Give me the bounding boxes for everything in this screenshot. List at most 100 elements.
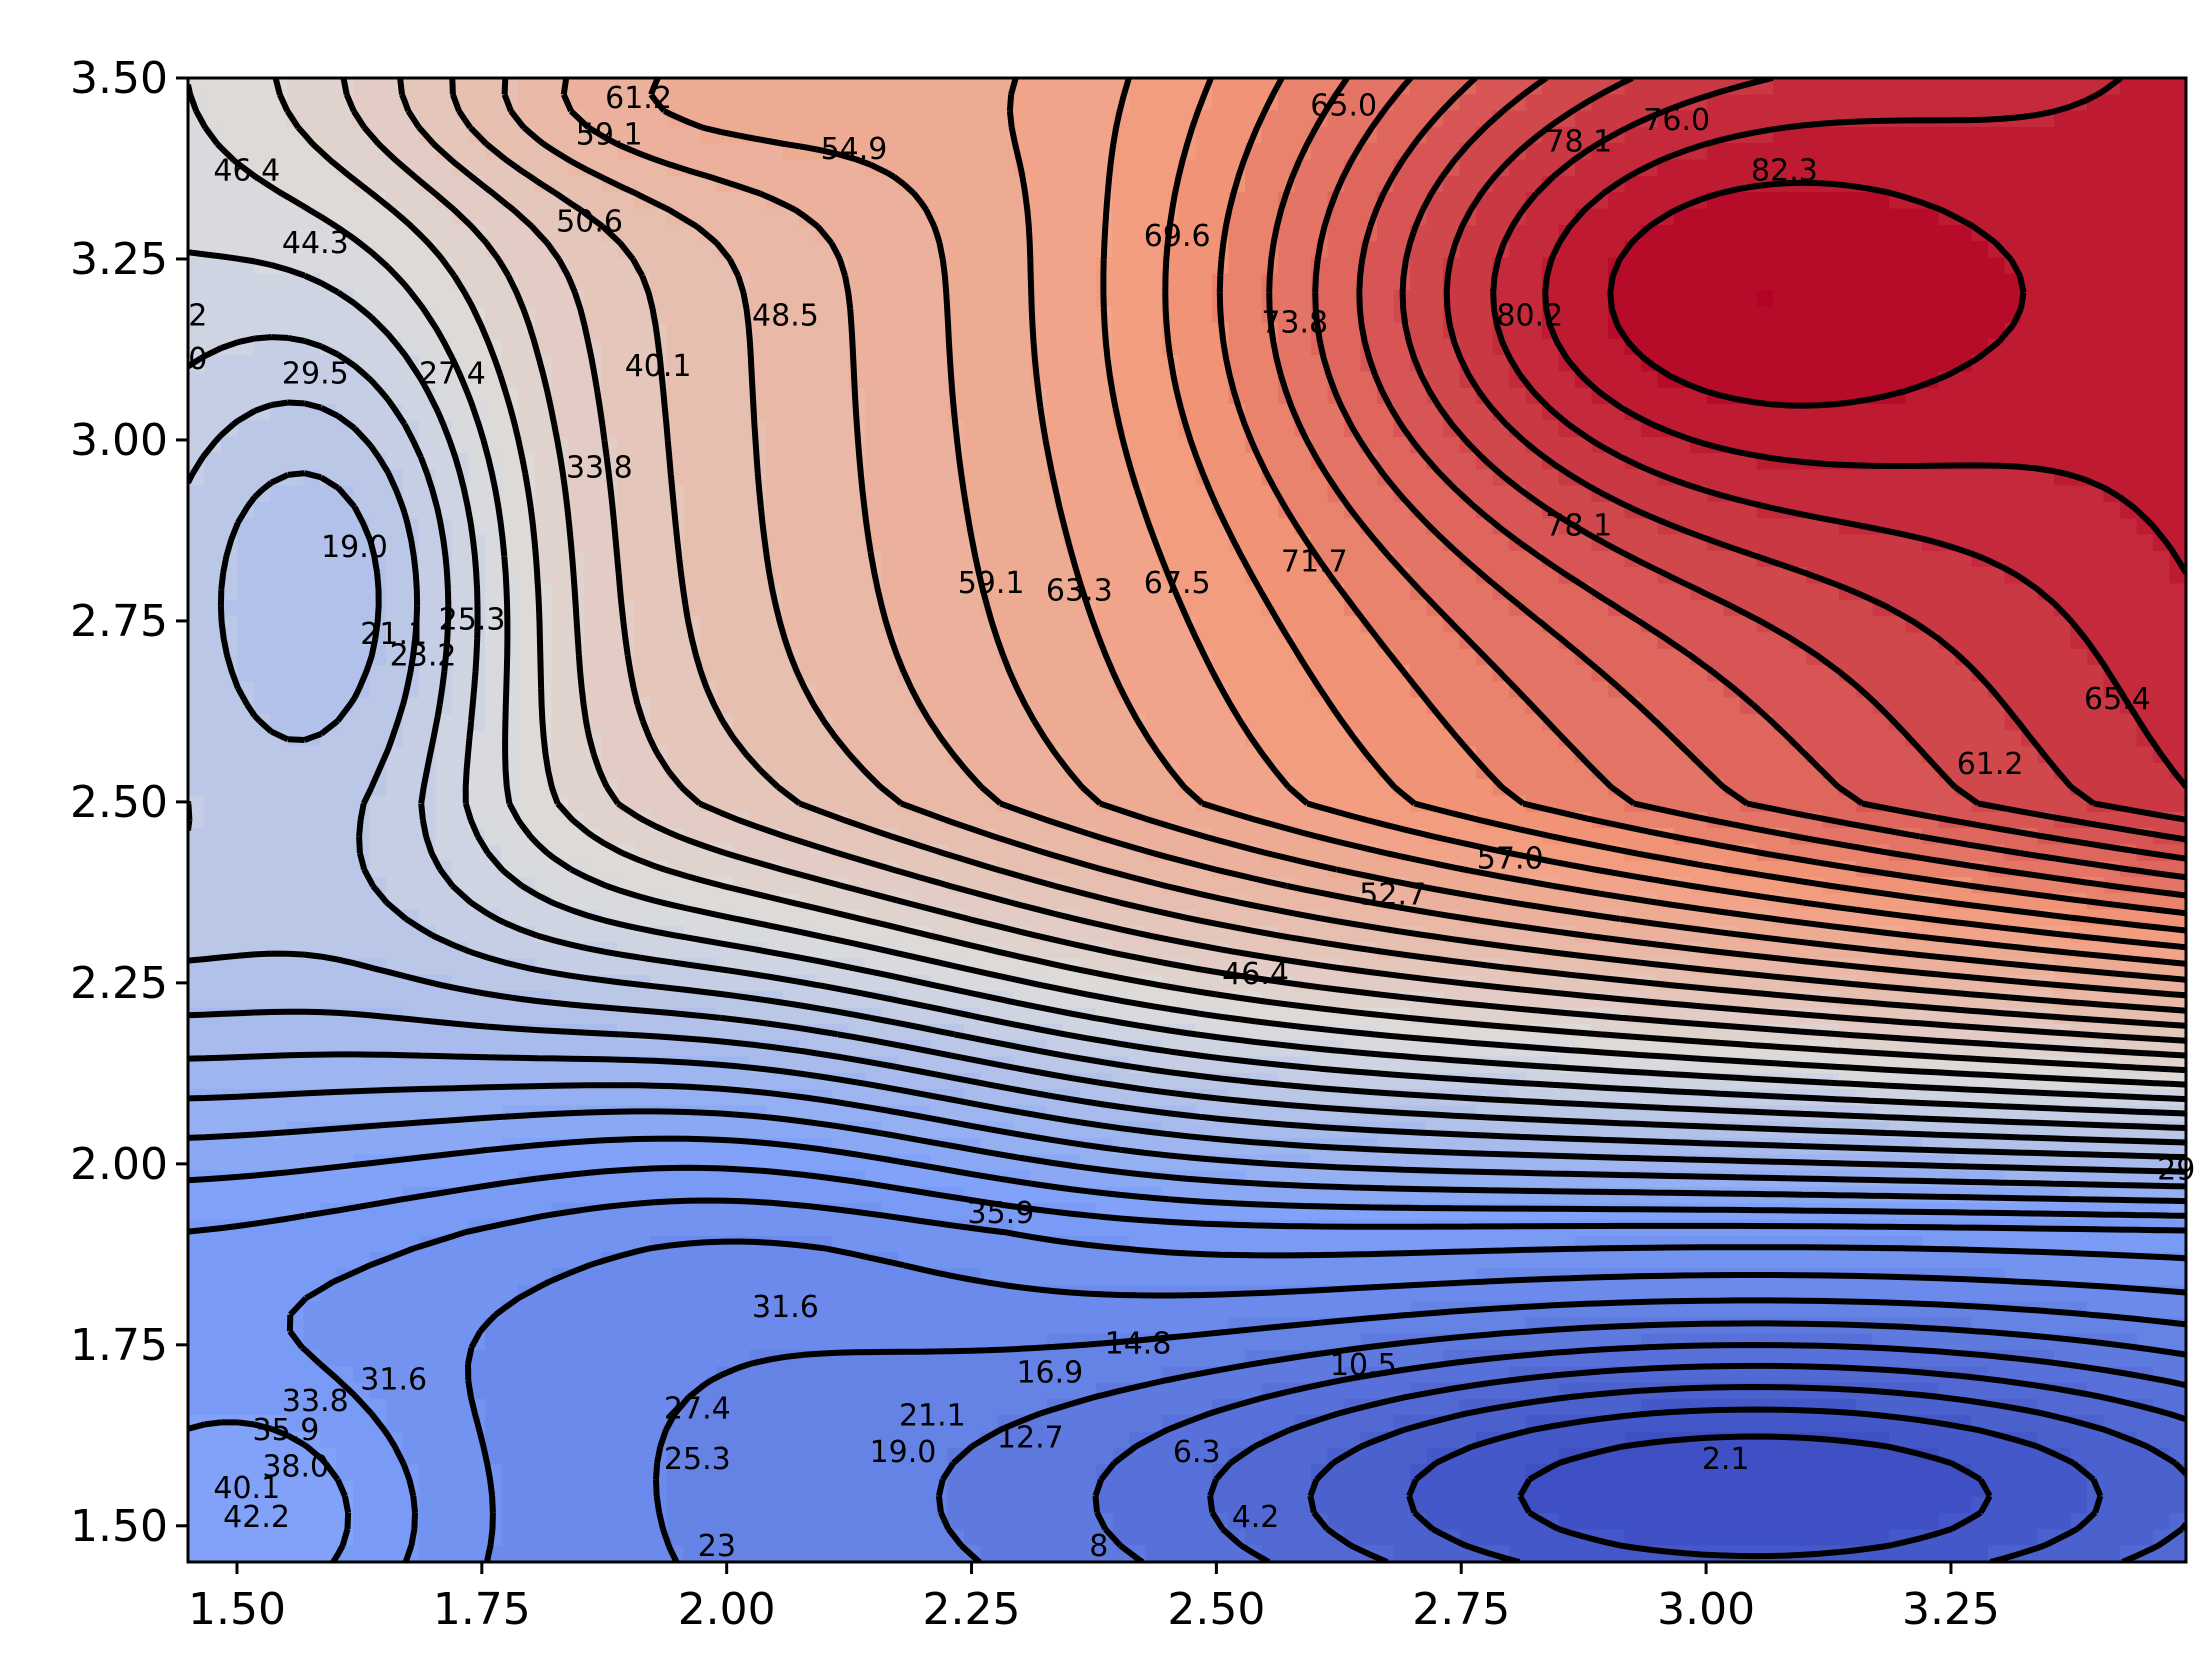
contour-label: 63.3 xyxy=(1046,573,1113,608)
x-tick-label: 3.00 xyxy=(1657,1584,1755,1635)
contour-line xyxy=(1517,1433,1993,1560)
contour-label: 78.1 xyxy=(1545,125,1612,160)
contour-label: 40.1 xyxy=(213,1471,280,1506)
contour-line xyxy=(1399,78,2186,843)
contour-line xyxy=(188,1164,2186,1562)
contour-line xyxy=(1443,78,2186,823)
contour-label: 40.1 xyxy=(625,349,692,384)
x-tick-label: 2.00 xyxy=(678,1584,776,1635)
contour-line xyxy=(449,78,2186,1029)
contour-label: 6.3 xyxy=(1173,1435,1221,1470)
contour-label: 61.2 xyxy=(1957,747,2024,782)
x-tick-label: 1.50 xyxy=(188,1584,286,1635)
contour-label: 29.5 xyxy=(282,356,349,391)
plot-frame xyxy=(186,76,2188,1564)
contour-label: 27.4 xyxy=(664,1391,731,1426)
contour-label: 25.3 xyxy=(664,1442,731,1477)
contour-label: 42.2 xyxy=(223,1500,290,1535)
contour-label: 4.2 xyxy=(1232,1500,1280,1535)
x-tick-label: 2.25 xyxy=(923,1584,1021,1635)
contour-label: 12.7 xyxy=(997,1420,1064,1455)
x-axis: 1.50 1.75 2.00 2.25 2.50 2.75 3.00 3.25 xyxy=(188,1562,2000,1635)
contour-label: 78.1 xyxy=(1545,508,1612,543)
contour-line xyxy=(1162,78,2186,934)
contour-line xyxy=(188,1008,2186,1161)
x-tick-label: 1.75 xyxy=(433,1584,531,1635)
x-tick-label: 2.50 xyxy=(1167,1584,1265,1635)
contour-label: 61.2 xyxy=(605,81,672,116)
contour-label: 82.3 xyxy=(1751,154,1818,189)
contour-label: 31.6 xyxy=(752,1290,819,1325)
contour-line xyxy=(1216,78,2186,917)
contour-label: 21.1 xyxy=(360,617,427,652)
y-tick-label: 2.00 xyxy=(70,1139,168,1190)
contour-label: 31.6 xyxy=(360,1363,427,1398)
contour-line xyxy=(1307,1384,2186,1562)
y-tick-label: 1.75 xyxy=(70,1320,168,1371)
contour-label: 35.9 xyxy=(968,1196,1035,1231)
contour-line xyxy=(648,78,2186,983)
contour-labels: 61.259.1 54.946.444.350.648.540.129.5 27.4… xyxy=(188,81,2195,1564)
contour-label: 25.3 xyxy=(439,602,506,637)
contour-line xyxy=(188,84,2186,1088)
contour-label: 27.4 xyxy=(419,356,486,391)
contour-line xyxy=(1100,78,2186,951)
contour-label: 76.0 xyxy=(1643,103,1710,138)
contour-line xyxy=(1092,1342,2186,1562)
y-tick-label: 3.25 xyxy=(70,234,168,285)
contour-line xyxy=(1312,78,2186,881)
contour-label: 52.7 xyxy=(1359,878,1426,913)
contour-line xyxy=(272,78,2186,1074)
contour-label: 46.4 xyxy=(1222,957,1289,992)
contour-label: 38.0 xyxy=(262,1449,329,1484)
contour-line xyxy=(560,78,2186,999)
contour-lines xyxy=(188,78,2186,1562)
contour-label: 14.8 xyxy=(1105,1326,1172,1361)
contour-label: 65.0 xyxy=(1310,88,1377,123)
contour-label: 44.3 xyxy=(282,226,349,261)
contour-line xyxy=(653,1297,2186,1562)
contour-label: 35.9 xyxy=(253,1413,320,1448)
contour-line xyxy=(188,1082,2186,1190)
contour-line xyxy=(465,1238,2186,1562)
contour-line xyxy=(1490,78,2186,789)
contour-line xyxy=(1607,179,2027,409)
contour-line xyxy=(188,249,2186,1103)
contour-label: 0 xyxy=(188,342,207,377)
y-tick-label: 2.75 xyxy=(70,596,168,647)
contour-label: 59.1 xyxy=(576,117,643,152)
contour-line xyxy=(1006,78,2186,967)
contour-line xyxy=(1266,78,2186,899)
filled-contour-field xyxy=(188,78,2186,1562)
contour-line xyxy=(188,470,2186,1146)
contour-line xyxy=(286,1197,2186,1562)
y-tick-label: 1.50 xyxy=(70,1501,168,1552)
contour-line xyxy=(188,1108,2186,1205)
y-axis: 1.50 1.75 2.00 2.25 2.50 2.75 3.00 3.25 3.50 xyxy=(70,53,188,1552)
contour-label: 80.2 xyxy=(1496,298,1563,333)
contour-label: 33.8 xyxy=(282,1384,349,1419)
contour-label: 65.4 xyxy=(2084,682,2151,717)
contour-label: 50.6 xyxy=(556,204,623,239)
y-tick-label: 2.25 xyxy=(70,958,168,1009)
contour-line xyxy=(935,1320,2186,1562)
contour-label: 19.0 xyxy=(321,530,388,565)
contour-label: 33.8 xyxy=(566,450,633,485)
contour-line xyxy=(1207,1362,2186,1562)
contour-label: 54.9 xyxy=(821,132,888,167)
contour-label: 23 xyxy=(698,1529,736,1564)
y-tick-label: 3.00 xyxy=(70,415,168,466)
contour-label: 71.7 xyxy=(1281,545,1348,580)
contour-label: 2.1 xyxy=(1702,1442,1750,1477)
contour-label: 69.6 xyxy=(1144,219,1211,254)
contour-label: 8 xyxy=(1089,1529,1108,1564)
contour-line xyxy=(188,334,2186,1117)
x-tick-label: 2.75 xyxy=(1412,1584,1510,1635)
contour-line xyxy=(1406,1406,2104,1562)
contour-label: 10.5 xyxy=(1330,1348,1397,1383)
contour-label: 59.1 xyxy=(958,566,1025,601)
contour-label: 46.4 xyxy=(213,154,280,189)
contour-label: 67.5 xyxy=(1144,566,1211,601)
y-tick-label: 2.50 xyxy=(70,777,168,828)
